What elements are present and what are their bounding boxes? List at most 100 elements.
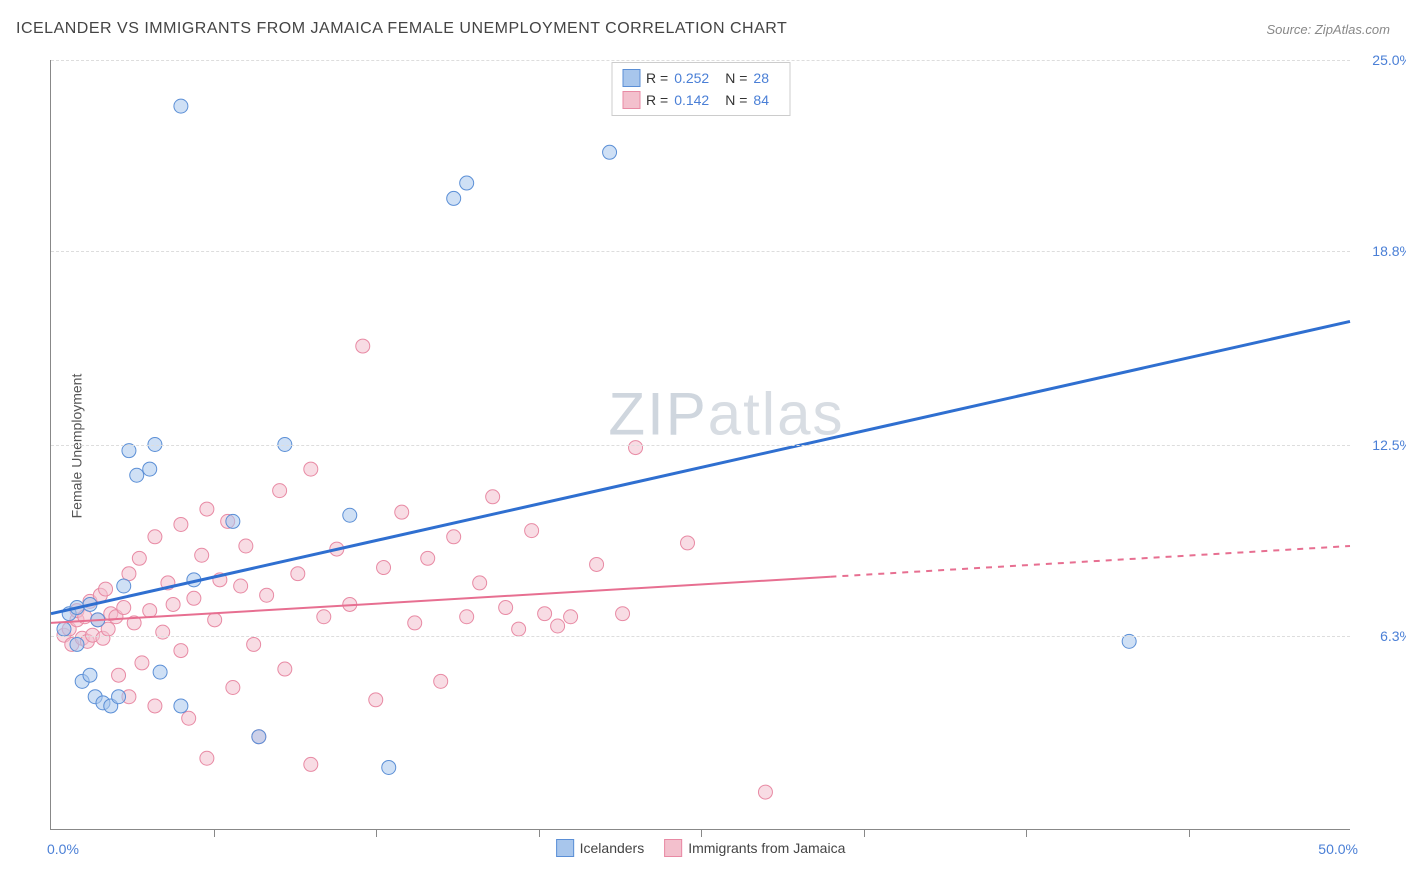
x-tick-label-max: 50.0%	[1318, 841, 1358, 857]
legend-label-icelanders: Icelanders	[580, 840, 645, 856]
n-label: N =	[725, 92, 747, 108]
data-point	[200, 751, 214, 765]
data-point	[174, 644, 188, 658]
data-point	[278, 662, 292, 676]
data-point	[564, 610, 578, 624]
data-point	[447, 530, 461, 544]
legend-item-icelanders: Icelanders	[556, 839, 645, 857]
data-point	[304, 462, 318, 476]
data-point	[460, 176, 474, 190]
x-tick	[539, 829, 540, 837]
data-point	[143, 462, 157, 476]
data-point	[117, 601, 131, 615]
data-point	[112, 690, 126, 704]
data-point	[99, 582, 113, 596]
gridline	[51, 636, 1350, 637]
data-point	[234, 579, 248, 593]
data-point	[273, 484, 287, 498]
gridline	[51, 60, 1350, 61]
source-name: ZipAtlas.com	[1315, 22, 1390, 37]
data-point	[57, 622, 71, 636]
data-point	[200, 502, 214, 516]
data-point	[758, 785, 772, 799]
r-label: R =	[646, 70, 668, 86]
data-point	[434, 674, 448, 688]
data-point	[260, 588, 274, 602]
data-point	[208, 613, 222, 627]
regression-line	[51, 321, 1350, 613]
data-point	[148, 530, 162, 544]
x-tick-label-min: 0.0%	[47, 841, 79, 857]
plot-area: ZIPatlas R = 0.252 N = 28 R = 0.142 N = …	[50, 60, 1350, 830]
data-point	[499, 601, 513, 615]
y-tick-label: 6.3%	[1358, 628, 1406, 644]
swatch-pink-icon	[664, 839, 682, 857]
data-point	[369, 693, 383, 707]
data-point	[130, 468, 144, 482]
data-point	[473, 576, 487, 590]
data-point	[616, 607, 630, 621]
gridline	[51, 445, 1350, 446]
x-tick	[376, 829, 377, 837]
data-point	[629, 441, 643, 455]
legend-item-jamaica: Immigrants from Jamaica	[664, 839, 845, 857]
title-bar: ICELANDER VS IMMIGRANTS FROM JAMAICA FEM…	[16, 20, 1390, 38]
data-point	[486, 490, 500, 504]
data-point	[112, 668, 126, 682]
data-point	[681, 536, 695, 550]
y-tick-label: 25.0%	[1358, 52, 1406, 68]
data-point	[603, 145, 617, 159]
x-tick	[214, 829, 215, 837]
data-point	[395, 505, 409, 519]
source-label: Source: ZipAtlas.com	[1266, 22, 1390, 37]
chart-title: ICELANDER VS IMMIGRANTS FROM JAMAICA FEM…	[16, 20, 787, 38]
x-tick	[864, 829, 865, 837]
n-label: N =	[725, 70, 747, 86]
data-point	[135, 656, 149, 670]
gridline	[51, 251, 1350, 252]
data-point	[117, 579, 131, 593]
data-point	[174, 99, 188, 113]
n-value-pink: 84	[753, 92, 769, 108]
data-point	[226, 681, 240, 695]
data-point	[460, 610, 474, 624]
data-point	[148, 699, 162, 713]
r-label: R =	[646, 92, 668, 108]
data-point	[421, 551, 435, 565]
data-point	[291, 567, 305, 581]
data-point	[356, 339, 370, 353]
data-point	[512, 622, 526, 636]
data-point	[252, 730, 266, 744]
data-point	[377, 561, 391, 575]
r-value-pink: 0.142	[674, 92, 709, 108]
data-point	[525, 524, 539, 538]
data-point	[132, 551, 146, 565]
bottom-legend: Icelanders Immigrants from Jamaica	[556, 839, 846, 857]
swatch-pink-icon	[622, 91, 640, 109]
data-point	[195, 548, 209, 562]
data-point	[70, 637, 84, 651]
regression-line	[830, 546, 1350, 577]
x-tick	[1026, 829, 1027, 837]
data-point	[551, 619, 565, 633]
data-point	[343, 508, 357, 522]
data-point	[166, 597, 180, 611]
data-point	[538, 607, 552, 621]
r-value-blue: 0.252	[674, 70, 709, 86]
y-tick-label: 12.5%	[1358, 437, 1406, 453]
data-point	[447, 191, 461, 205]
legend-label-jamaica: Immigrants from Jamaica	[688, 840, 845, 856]
data-point	[156, 625, 170, 639]
data-point	[408, 616, 422, 630]
data-point	[317, 610, 331, 624]
x-tick	[701, 829, 702, 837]
data-point	[174, 517, 188, 531]
data-point	[382, 760, 396, 774]
data-point	[174, 699, 188, 713]
legend-stats-row-1: R = 0.252 N = 28	[622, 67, 779, 89]
data-point	[143, 604, 157, 618]
n-value-blue: 28	[753, 70, 769, 86]
legend-stats-box: R = 0.252 N = 28 R = 0.142 N = 84	[611, 62, 790, 116]
data-point	[83, 668, 97, 682]
source-prefix: Source:	[1266, 22, 1314, 37]
